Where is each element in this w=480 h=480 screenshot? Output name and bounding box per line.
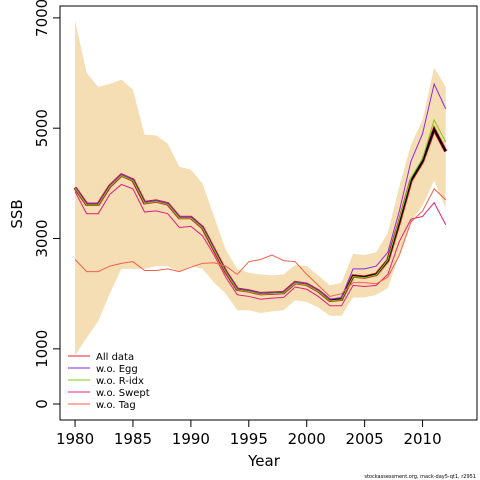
x-axis-label: Year: [247, 452, 281, 470]
x-tick-label: 1990: [172, 430, 210, 448]
legend-label: w.o. R-idx: [96, 376, 144, 387]
x-tick-label: 1995: [230, 430, 268, 448]
x-tick-label: 1985: [114, 430, 152, 448]
y-tick-label: 1000: [33, 330, 51, 368]
y-tick-label: 3000: [33, 219, 51, 257]
plot-frame: [59, 5, 478, 421]
y-axis-label: SSB: [8, 199, 26, 228]
x-tick-label: 1980: [56, 430, 94, 448]
series-line: [74, 82, 447, 300]
legend-label: w.o. Swept: [96, 388, 150, 399]
legend-label: w.o. Tag: [96, 400, 136, 411]
legend-label: All data: [96, 352, 134, 363]
footer: stockassessment.org, mack-day5-qt1, r295…: [364, 474, 476, 480]
x-tick-label: 2010: [403, 430, 441, 448]
confidence-band: [75, 20, 446, 356]
x-tick-label: 2000: [288, 430, 326, 448]
y-tick-label: 5000: [33, 109, 51, 147]
y-tick-label: 0: [33, 399, 51, 409]
series-line: [74, 118, 447, 302]
x-tick-label: 2005: [346, 430, 384, 448]
series-line: [74, 188, 447, 297]
series-line: [74, 183, 447, 307]
y-tick-label: 7000: [33, 0, 51, 37]
legend-label: w.o. Egg: [96, 364, 138, 375]
